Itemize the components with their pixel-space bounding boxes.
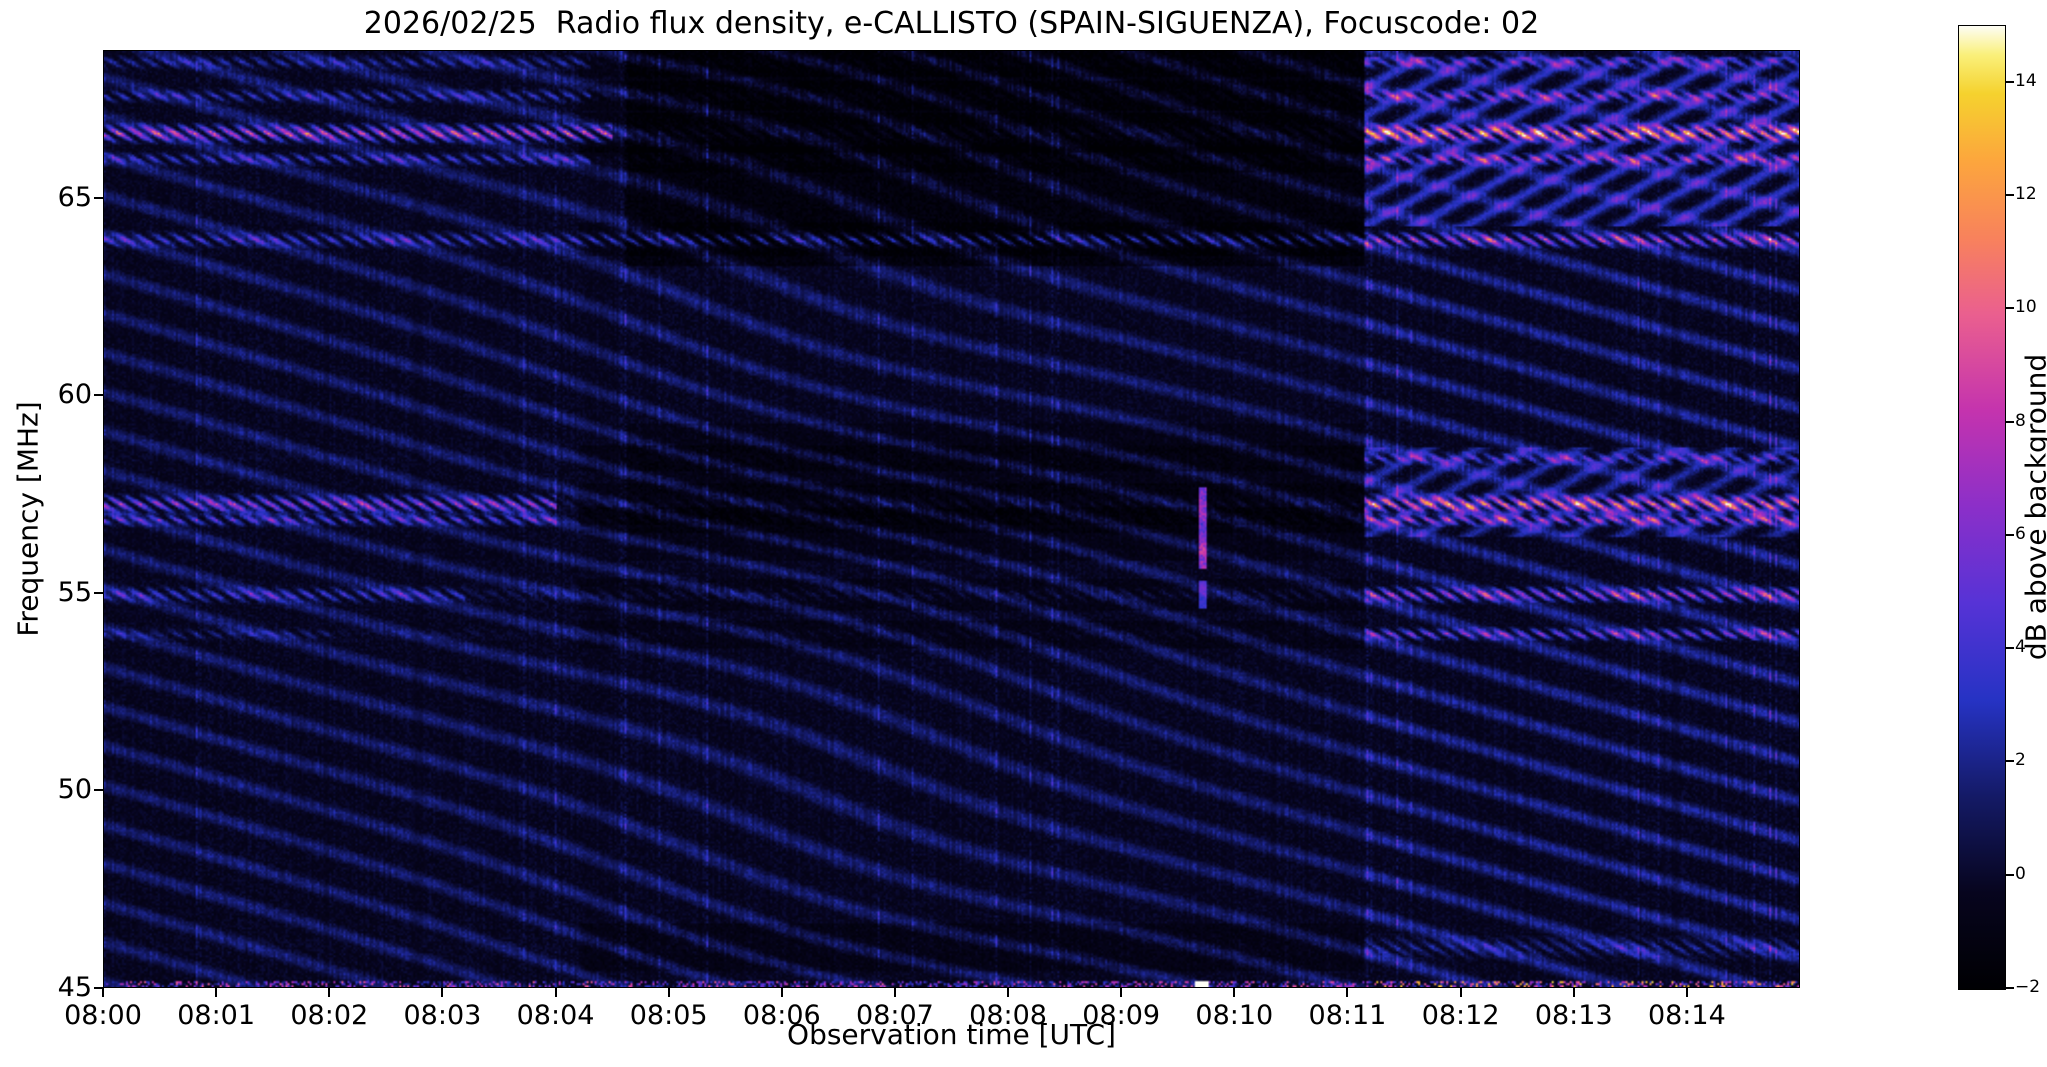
colorbar-tick-label: 2: [2015, 750, 2026, 771]
colorbar-label: dB above background: [2019, 353, 2047, 661]
y-tick-mark: [94, 196, 103, 199]
x-tick-mark: [780, 988, 783, 997]
y-tick-mark: [94, 987, 103, 989]
chart-title: 2026/02/25 Radio flux density, e-CALLIST…: [363, 6, 1540, 41]
colorbar-tick-label: 0: [2015, 863, 2026, 884]
colorbar-tick-label: 12: [2015, 183, 2037, 204]
x-tick-mark: [1459, 988, 1462, 997]
x-tick-mark: [1120, 988, 1123, 997]
colorbar-tick-mark: [2006, 193, 2014, 196]
x-tick-mark: [893, 988, 896, 997]
x-tick-mark: [215, 988, 218, 997]
colorbar-tick-mark: [2006, 307, 2014, 310]
colorbar-tick-mark: [2006, 873, 2014, 876]
x-axis-label: Observation time [UTC]: [787, 1018, 1116, 1051]
colorbar-tick-mark: [2006, 760, 2014, 763]
plot-area: [103, 50, 1800, 988]
y-tick-mark: [94, 591, 103, 594]
y-tick-label: 45: [57, 972, 92, 1003]
spectrogram-heatmap: [104, 51, 1799, 987]
y-tick-mark: [94, 789, 103, 792]
colorbar-tick-mark: [2006, 647, 2014, 650]
colorbar-tick-mark: [2006, 533, 2014, 536]
y-axis-label: Frequency [MHz]: [11, 401, 45, 637]
x-tick-mark: [441, 988, 444, 997]
x-tick-mark: [1233, 988, 1236, 997]
x-tick-mark: [328, 988, 331, 997]
colorbar-tick-label: 14: [2015, 70, 2037, 91]
x-tick-mark: [1572, 988, 1575, 997]
x-tick-mark: [554, 988, 557, 997]
x-tick-mark: [1685, 988, 1688, 997]
colorbar-tick-mark: [2006, 987, 2014, 989]
x-tick-mark: [1346, 988, 1349, 997]
colorbar-tick-mark: [2006, 80, 2014, 83]
x-tick-mark: [102, 988, 104, 997]
y-tick-label: 65: [57, 181, 92, 213]
colorbar-tick-mark: [2006, 420, 2014, 423]
colorbar-tick-label: 10: [2015, 297, 2037, 318]
x-tick-mark: [1007, 988, 1010, 997]
y-tick-mark: [94, 394, 103, 397]
colorbar: [1958, 25, 2006, 990]
x-tick-mark: [667, 988, 670, 997]
y-tick-label: 50: [57, 774, 92, 806]
colorbar-tick-label: −2: [2015, 977, 2041, 997]
